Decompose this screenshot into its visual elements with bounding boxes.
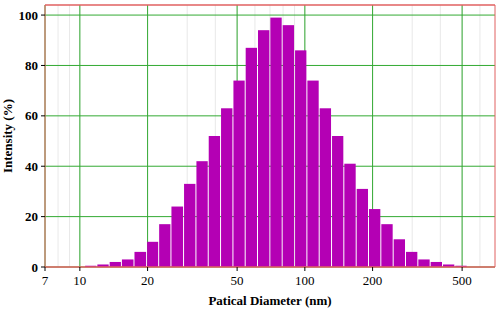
y-tick-label: 40 bbox=[25, 159, 38, 174]
histogram-bar bbox=[171, 207, 183, 267]
histogram-bar bbox=[134, 252, 146, 267]
histogram-bar bbox=[122, 259, 134, 267]
histogram-bar bbox=[431, 262, 442, 267]
minor-grid-line bbox=[270, 5, 271, 267]
x-tick-label: 200 bbox=[363, 273, 383, 288]
minor-grid-line bbox=[294, 5, 295, 267]
minor-grid-line bbox=[412, 5, 413, 267]
x-tick-label: 20 bbox=[141, 273, 154, 288]
histogram-bar bbox=[307, 81, 318, 267]
minor-grid-line bbox=[440, 5, 441, 267]
y-tick bbox=[41, 15, 45, 16]
x-tick bbox=[462, 267, 463, 271]
histogram-bar bbox=[110, 262, 121, 267]
x-grid-line bbox=[79, 5, 80, 267]
frame-right bbox=[495, 5, 496, 267]
frame-top bbox=[45, 4, 495, 6]
x-tick bbox=[147, 267, 148, 271]
histogram-bar bbox=[369, 209, 380, 267]
histogram-bar bbox=[233, 81, 244, 267]
x-tick bbox=[372, 267, 373, 271]
x-tick bbox=[79, 267, 80, 271]
histogram-bar bbox=[196, 161, 207, 267]
y-tick-label: 60 bbox=[25, 108, 38, 123]
y-tick bbox=[41, 65, 45, 66]
grid bbox=[45, 5, 495, 267]
histogram-bar bbox=[357, 189, 368, 267]
minor-grid-line bbox=[479, 5, 480, 267]
histogram-bar bbox=[381, 224, 392, 267]
chart-svg: 7 10 20 50 100 200 500 0 20 40 60 80 100 Patical Diam… bbox=[0, 0, 500, 315]
y-tick-label: 20 bbox=[25, 209, 38, 224]
histogram-bar bbox=[283, 25, 294, 267]
y-grid-line bbox=[45, 65, 495, 66]
y-tick bbox=[41, 267, 45, 268]
y-tick-label: 0 bbox=[32, 260, 39, 275]
y-grid-line bbox=[45, 115, 495, 116]
minor-grid-line bbox=[58, 5, 59, 267]
histogram-bar bbox=[184, 184, 195, 267]
minor-grid-line bbox=[69, 5, 70, 267]
histogram-bar bbox=[406, 252, 417, 267]
histogram-bar bbox=[418, 259, 429, 267]
histogram-bar bbox=[344, 164, 355, 267]
x-axis-title: Patical Diameter (nm) bbox=[208, 293, 331, 308]
histogram-bar bbox=[270, 18, 281, 267]
x-axis-line bbox=[45, 266, 495, 268]
minor-grid-line bbox=[79, 5, 80, 267]
y-grid-line bbox=[45, 216, 495, 217]
x-tick-label: 7 bbox=[42, 273, 49, 288]
x-tick-label: 500 bbox=[452, 273, 472, 288]
y-tick bbox=[41, 166, 45, 167]
x-tick bbox=[304, 267, 305, 271]
x-tick bbox=[45, 267, 46, 271]
histogram-bar bbox=[320, 108, 331, 267]
minor-grid-line bbox=[147, 5, 148, 267]
histogram-bar bbox=[394, 239, 405, 267]
y-grid-line bbox=[45, 15, 495, 16]
histogram-bar bbox=[147, 242, 158, 267]
y-grid-line bbox=[45, 267, 495, 268]
x-tick-label: 10 bbox=[73, 273, 86, 288]
y-axis-line bbox=[45, 5, 46, 267]
x-tick-label: 50 bbox=[231, 273, 244, 288]
histogram-bar bbox=[159, 224, 170, 267]
plot-background bbox=[45, 5, 495, 267]
x-tick bbox=[237, 267, 238, 271]
minor-grid-line bbox=[462, 5, 463, 267]
x-tick-label: 100 bbox=[295, 273, 315, 288]
histogram-bar bbox=[258, 30, 269, 267]
histogram-bar bbox=[332, 136, 343, 267]
chart-container: 7 10 20 50 100 200 500 0 20 40 60 80 100 Patical Diam… bbox=[0, 0, 500, 315]
y-tick-label: 80 bbox=[25, 58, 38, 73]
bars bbox=[85, 18, 467, 267]
histogram-bar bbox=[295, 50, 306, 267]
x-grid-line bbox=[45, 5, 46, 267]
histogram-bar bbox=[221, 108, 232, 267]
y-tick bbox=[41, 115, 45, 116]
histogram-bar bbox=[246, 48, 257, 267]
y-tick-label: 100 bbox=[19, 8, 39, 23]
y-axis-title: Intensity (%) bbox=[0, 99, 15, 173]
y-grid-line bbox=[45, 166, 495, 167]
histogram-bar bbox=[209, 136, 220, 267]
y-tick bbox=[41, 216, 45, 217]
x-grid-line bbox=[147, 5, 148, 267]
x-grid-line bbox=[462, 5, 463, 267]
